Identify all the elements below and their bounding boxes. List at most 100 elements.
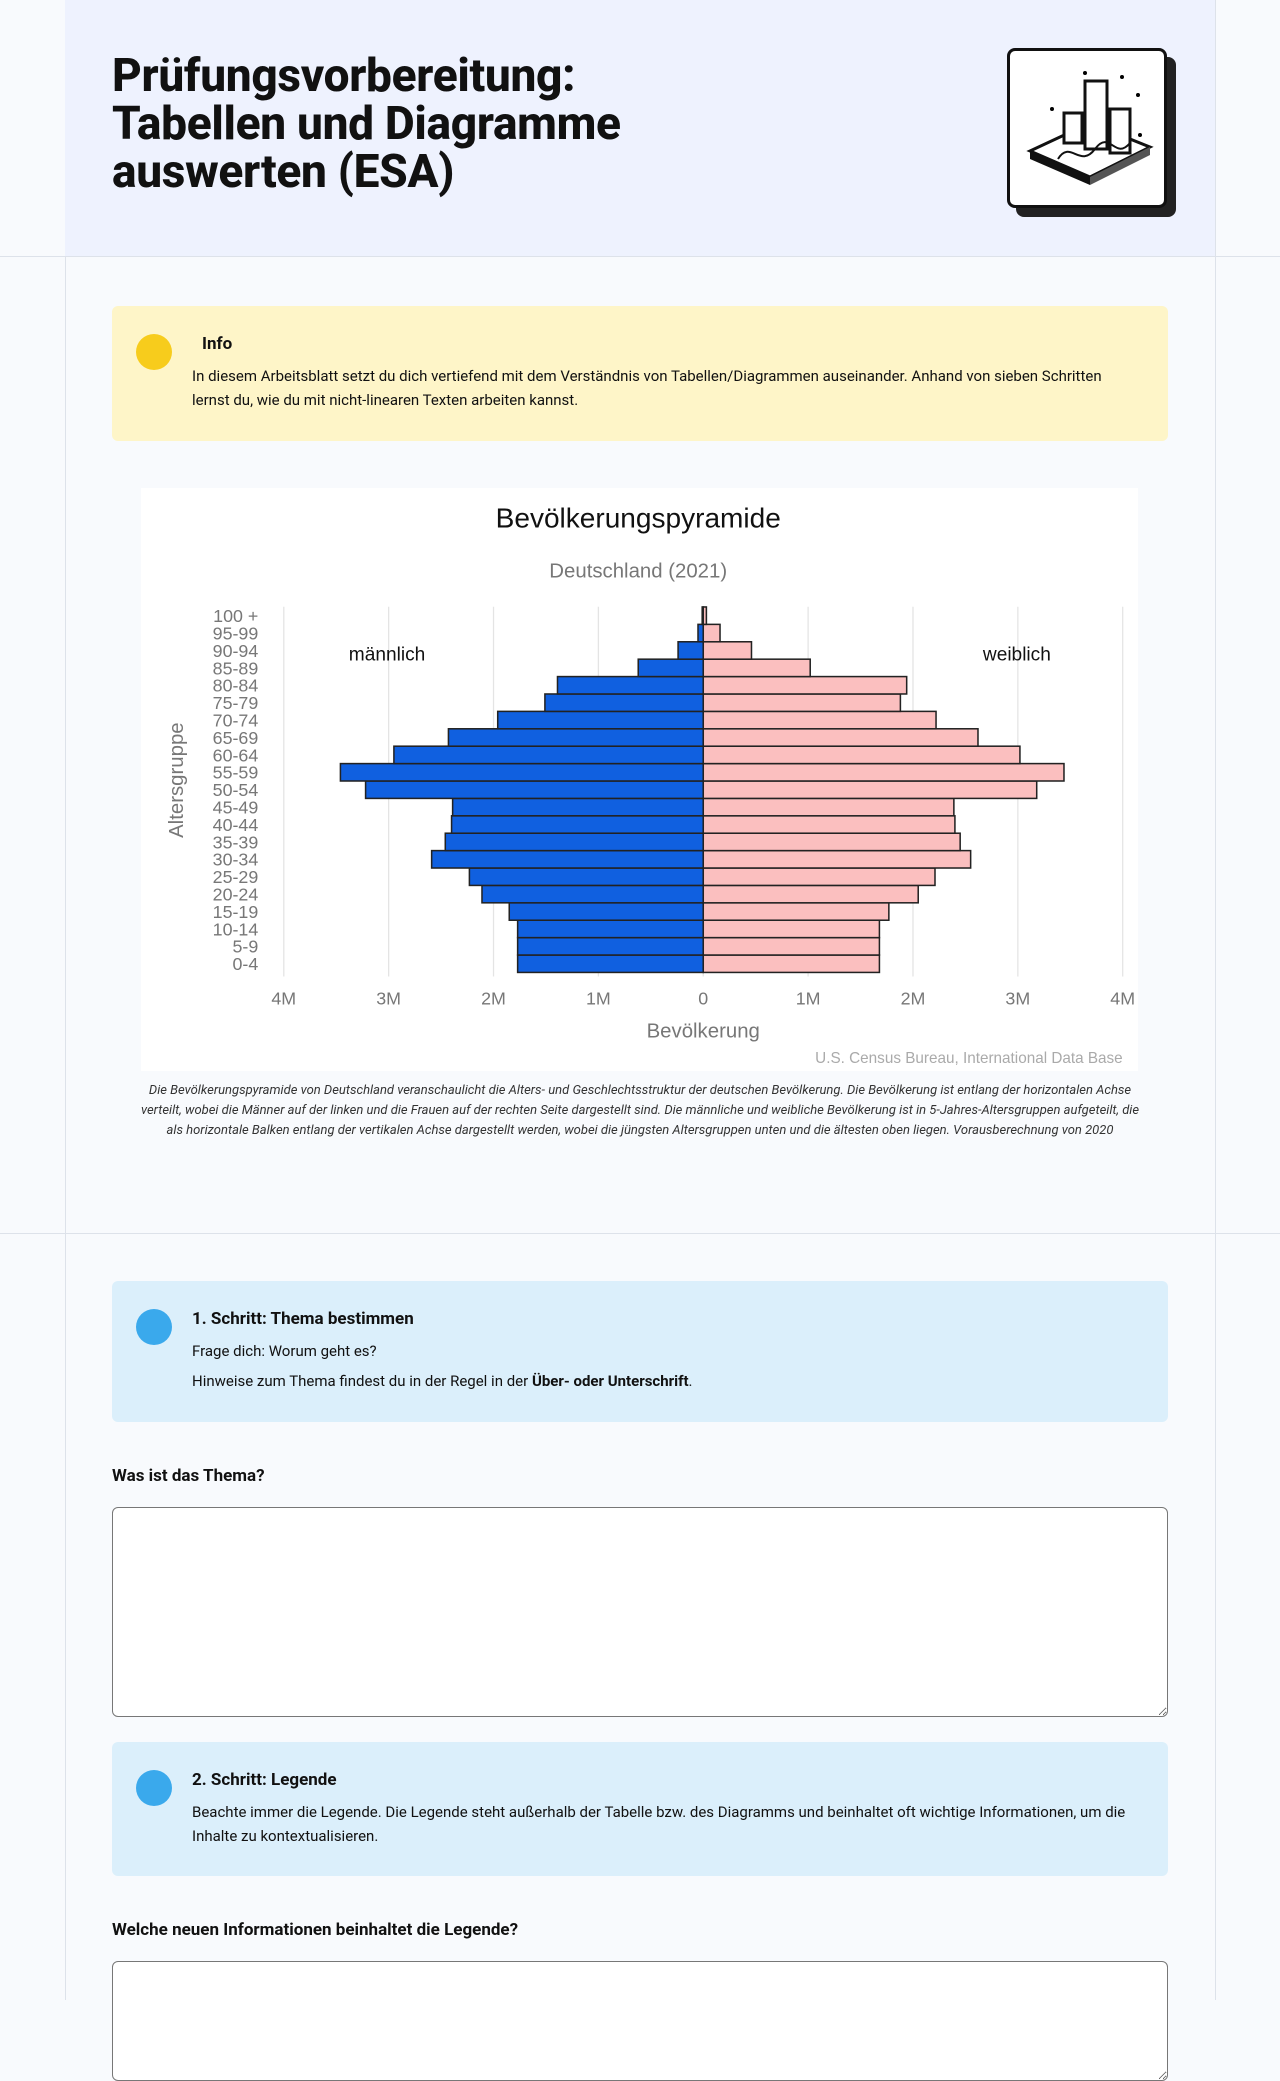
bar	[702, 867, 936, 887]
source-note: U.S. Census Bureau, International Data B…	[815, 1050, 1122, 1067]
bar	[702, 675, 908, 695]
bar	[481, 884, 705, 904]
divider	[0, 256, 1280, 257]
step-icon	[136, 1309, 172, 1345]
bar	[702, 849, 972, 869]
bar	[697, 623, 705, 643]
bar	[468, 867, 705, 887]
legend-label: weiblich	[982, 644, 1051, 665]
bar	[702, 641, 753, 660]
bar	[637, 658, 705, 678]
y-tick-label: 50-54	[213, 780, 259, 800]
step-title: 2. Schritt: Legende	[192, 1770, 337, 1790]
bar	[702, 780, 1038, 800]
bar	[702, 832, 961, 852]
y-axis-label: Altersgruppe	[166, 722, 188, 838]
bar	[444, 832, 705, 852]
x-tick-label: 4M	[271, 989, 296, 1009]
y-tick-label: 20-24	[213, 884, 259, 904]
y-tick-label: 75-79	[213, 693, 259, 713]
y-tick-label: 30-34	[213, 850, 259, 870]
bar	[364, 780, 705, 800]
bar	[702, 884, 919, 904]
legend-label: männlich	[349, 644, 425, 665]
chart-caption: Die Bevölkerungspyramide von Deutschland…	[140, 1083, 1140, 1138]
bar	[702, 728, 979, 747]
bar	[677, 641, 705, 660]
bar	[702, 762, 1065, 782]
bar	[496, 710, 705, 730]
bar	[702, 936, 881, 956]
step-title: 1. Schritt: Thema bestimmen	[192, 1309, 414, 1329]
chart-title: Bevölkerungspyramide	[496, 503, 781, 534]
chart-subtitle: Deutschland (2021)	[549, 560, 727, 582]
step-icon	[136, 1770, 172, 1806]
bar	[544, 693, 705, 713]
y-tick-label: 95-99	[213, 623, 259, 643]
bar	[702, 954, 881, 974]
bar	[702, 658, 811, 678]
bar	[556, 675, 705, 695]
bar	[516, 936, 705, 956]
info-title: Info	[202, 334, 233, 354]
bar	[516, 919, 705, 939]
question: Welche neuen Informationen beinhaltet di…	[112, 1920, 519, 1940]
bar	[702, 745, 1021, 765]
y-tick-label: 15-19	[213, 902, 259, 922]
hint-text: .	[688, 1372, 693, 1390]
answer-field[interactable]	[112, 1507, 1168, 1717]
bar	[393, 745, 705, 765]
header: Prüfungsvorbereitung: Tabellen und Diagr…	[65, 0, 1215, 256]
info-icon	[136, 334, 172, 370]
y-tick-label: 0-4	[233, 954, 259, 974]
y-tick-label: 65-69	[213, 728, 259, 748]
question: Was ist das Thema?	[112, 1466, 265, 1486]
bar	[451, 797, 705, 817]
title-line: Prüfungsvorbereitung:	[112, 49, 576, 103]
y-tick-label: 100 +	[213, 606, 258, 626]
x-tick-label: 2M	[481, 989, 506, 1009]
bar	[430, 849, 705, 869]
x-tick-label: 2M	[901, 989, 926, 1009]
y-tick-label: 5-9	[233, 937, 259, 957]
title-line: Tabellen und Diagramme	[112, 97, 621, 151]
y-tick-label: 45-49	[213, 797, 259, 817]
bar	[450, 815, 705, 834]
bar	[702, 693, 902, 713]
header-icon	[1007, 48, 1167, 208]
bar	[516, 954, 705, 974]
y-tick-label: 55-59	[213, 763, 259, 783]
x-axis-label: Bevölkerung	[647, 1021, 760, 1043]
step-hint: Hinweise zum Thema findest du in der Reg…	[192, 1369, 1138, 1393]
y-tick-label: 25-29	[213, 867, 259, 887]
info-text: In diesem Arbeitsblatt setzt du dich ver…	[192, 367, 1102, 409]
border	[65, 0, 66, 2000]
step-box: 1. Schritt: Thema bestimmen Frage dich: …	[112, 1281, 1168, 1422]
x-tick-label: 1M	[586, 989, 611, 1009]
y-tick-label: 60-64	[213, 745, 259, 765]
y-tick-label: 10-14	[213, 919, 259, 939]
border	[1215, 0, 1216, 2000]
step-box: 2. Schritt: Legende Beachte immer die Le…	[112, 1742, 1168, 1876]
bar	[508, 902, 705, 921]
y-tick-label: 80-84	[213, 676, 259, 696]
bar	[339, 762, 705, 782]
bar	[702, 606, 708, 626]
bar	[702, 710, 937, 730]
answer-field[interactable]	[112, 1961, 1168, 2081]
step-text: Frage dich: Worum geht es?	[192, 1342, 377, 1360]
x-tick-label: 4M	[1110, 989, 1135, 1009]
page-title: Prüfungsvorbereitung: Tabellen und Diagr…	[112, 52, 621, 196]
info-box: Info In diesem Arbeitsblatt setzt du dic…	[112, 306, 1168, 441]
y-tick-label: 35-39	[213, 832, 259, 852]
x-tick-label: 3M	[376, 989, 401, 1009]
hint-text: Hinweise zum Thema findest du in der Reg…	[192, 1372, 532, 1390]
bar	[447, 728, 705, 747]
y-tick-label: 70-74	[213, 710, 259, 730]
bar	[702, 919, 881, 939]
divider	[0, 1233, 1280, 1234]
icon-art	[1026, 71, 1154, 185]
bar	[702, 797, 955, 817]
step-text: Beachte immer die Legende. Die Legende s…	[192, 1803, 1126, 1845]
